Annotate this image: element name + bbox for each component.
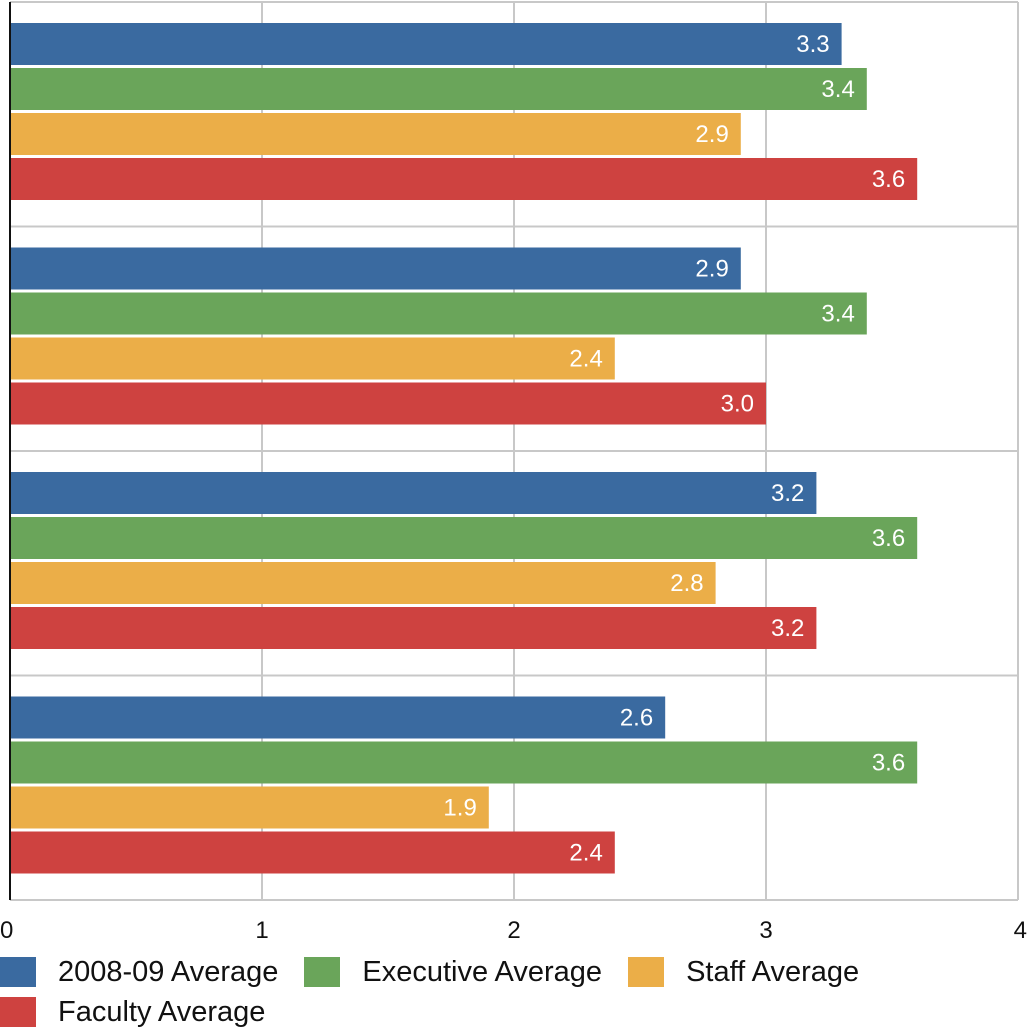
bar-label-series-3-group-0: 3.6	[872, 166, 905, 193]
bar-series-1-group-1	[10, 292, 867, 335]
bar-label-series-3-group-3: 2.4	[569, 840, 602, 867]
bar-series-1-group-2	[10, 517, 918, 559]
legend-row-2: Faculty Average	[0, 992, 1029, 1032]
bar-label-series-1-group-3: 3.6	[872, 750, 905, 777]
x-tick-labels: 0 1 2 3 4	[0, 917, 1027, 944]
bar-label-series-0-group-1: 2.9	[695, 256, 728, 283]
legend-swatch-2008-09-average	[0, 957, 36, 987]
legend-swatch-faculty-average	[0, 997, 36, 1027]
bar-series-3-group-1	[10, 382, 766, 425]
legend-label-2008-09-average: 2008-09 Average	[58, 955, 279, 988]
x-tick-label-0: 0	[0, 917, 13, 944]
bar-series-2-group-2	[10, 562, 716, 604]
legend-item-executive-average: Executive Average	[304, 956, 602, 989]
bar-label-series-2-group-0: 2.9	[695, 121, 728, 148]
x-tick-label-1: 1	[255, 917, 268, 944]
bar-series-2-group-0	[10, 113, 741, 155]
bar-label-series-3-group-1: 3.0	[721, 391, 754, 418]
bar-series-0-group-2	[10, 472, 817, 514]
bar-series-3-group-3	[10, 831, 615, 874]
bar-series-3-group-0	[10, 158, 918, 200]
legend-swatch-executive-average	[304, 957, 341, 987]
bar-series-0-group-1	[10, 247, 741, 290]
x-tick-label-3: 3	[759, 917, 772, 944]
bar-label-series-0-group-2: 3.2	[771, 480, 804, 507]
bars: 3.3 2.9 3.2 2.6 3.4 3.4 3.6 3.6 2.9 2.4 2.8 1.9 3.6 3…	[10, 23, 918, 874]
bar-label-series-2-group-3: 1.9	[443, 795, 476, 822]
legend-label-executive-average: Executive Average	[362, 955, 603, 988]
legend: 2008-09 Average Executive Average Staff …	[0, 952, 1029, 1032]
legend-row-1: 2008-09 Average Executive Average Staff …	[0, 952, 1029, 992]
bar-label-series-0-group-3: 2.6	[620, 705, 653, 732]
bar-series-2-group-3	[10, 786, 489, 829]
bar-label-series-1-group-1: 3.4	[821, 301, 854, 328]
legend-item-2008-09-average: 2008-09 Average	[0, 956, 278, 989]
bar-label-series-1-group-2: 3.6	[872, 525, 905, 552]
legend-label-staff-average: Staff Average	[686, 955, 860, 988]
x-tick-label-2: 2	[507, 917, 520, 944]
bar-label-series-2-group-1: 2.4	[569, 346, 602, 373]
bar-series-0-group-0	[10, 23, 842, 65]
bar-label-series-1-group-0: 3.4	[821, 76, 854, 103]
bar-series-1-group-0	[10, 68, 867, 110]
bar-series-3-group-2	[10, 607, 817, 649]
legend-swatch-staff-average	[628, 957, 665, 987]
legend-item-faculty-average: Faculty Average	[0, 996, 265, 1029]
bar-label-series-2-group-2: 2.8	[670, 570, 703, 597]
bar-chart: 3.3 2.9 3.2 2.6 3.4 3.4 3.6 3.6 2.9 2.4 2.8 1.9 3.6 3…	[0, 1, 1027, 944]
bar-series-0-group-3	[10, 696, 666, 739]
bar-series-1-group-3	[10, 741, 918, 784]
bar-label-series-0-group-0: 3.3	[796, 31, 829, 58]
bar-label-series-3-group-2: 3.2	[771, 615, 804, 642]
bar-series-2-group-1	[10, 337, 615, 380]
x-tick-label-4: 4	[1014, 917, 1027, 944]
legend-item-staff-average: Staff Average	[628, 956, 859, 989]
legend-label-faculty-average: Faculty Average	[58, 995, 266, 1028]
